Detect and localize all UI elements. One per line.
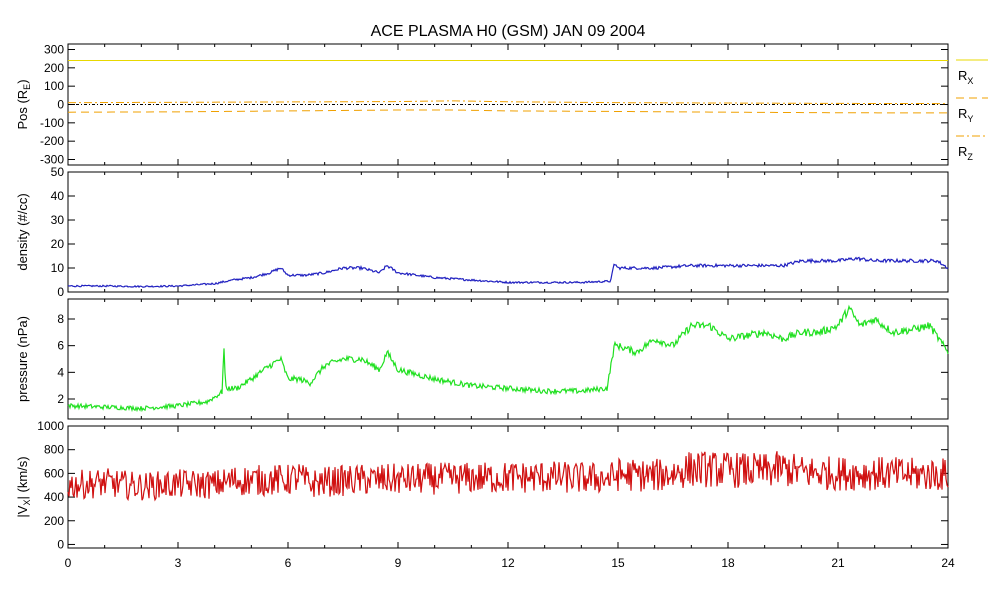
y-tick-label: 600 <box>44 466 64 480</box>
x-tick-label: 21 <box>831 556 845 570</box>
y-tick-label: 20 <box>51 237 65 251</box>
panel-vx: 0 200 400 600 800 1000 |VX| (km/s) <box>15 419 949 551</box>
x-tick-label: 18 <box>721 556 735 570</box>
y-tick-label: 40 <box>51 189 65 203</box>
panel-pressure: 2 4 6 8 pressure (nPa) <box>15 298 949 420</box>
y-tick-label: 0 <box>57 285 64 299</box>
series-density-line <box>67 256 949 289</box>
x-tick-label: 9 <box>395 556 402 570</box>
panel-pos: 300 200 100 0 -100 -200 -300 Pos (RE) <box>15 43 949 167</box>
y-tick-label: 300 <box>44 43 64 57</box>
y-tick-label: -300 <box>40 153 64 167</box>
y-tick-label: 8 <box>57 312 64 326</box>
x-tick-label: 15 <box>611 556 625 570</box>
panel-density: 0 10 20 30 40 50 density (#/cc) <box>15 165 949 299</box>
y-tick-label: 800 <box>44 443 64 457</box>
x-tick-label: 6 <box>285 556 292 570</box>
y-tick-label: 0 <box>57 98 64 112</box>
y-tick-label: 200 <box>44 514 64 528</box>
legend-label-0: RX <box>958 68 973 86</box>
pos-legend: RX RY RZ <box>956 59 988 162</box>
x-tick-label: 3 <box>175 556 182 570</box>
series-vx-line <box>67 451 949 502</box>
legend-label-1: RY <box>958 106 973 124</box>
x-tick-label: 24 <box>941 556 955 570</box>
series-rz-line <box>67 100 949 105</box>
y-tick-label: 50 <box>51 165 65 179</box>
panel-frame-density <box>67 171 949 293</box>
x-tick-label: 0 <box>65 556 72 570</box>
x-axis: 0 3 6 9 12 15 18 21 24 <box>65 556 955 570</box>
y-axis-label-density: density (#/cc) <box>15 193 30 270</box>
y-tick-label: -200 <box>40 134 64 148</box>
legend-label-2: RZ <box>958 144 973 162</box>
x-tick-label: 12 <box>501 556 515 570</box>
series-pressure-line <box>67 304 949 413</box>
y-tick-label: 200 <box>44 61 64 75</box>
y-tick-label: 2 <box>57 392 64 406</box>
y-tick-label: 4 <box>57 365 64 379</box>
y-axis-label-pos: Pos (RE) <box>15 79 32 129</box>
series-ry-line <box>67 109 949 114</box>
y-tick-label: 10 <box>51 261 65 275</box>
y-tick-label: 400 <box>44 490 64 504</box>
y-axis-label-vx: |VX| (km/s) <box>15 456 32 517</box>
y-tick-label: -100 <box>40 116 64 130</box>
y-axis-label-pressure: pressure (nPa) <box>15 316 30 402</box>
y-tick-label: 0 <box>57 537 64 551</box>
panel-frame-pressure <box>67 298 949 420</box>
y-tick-label: 1000 <box>37 419 64 433</box>
y-tick-label: 30 <box>51 213 65 227</box>
y-tick-label: 6 <box>57 339 64 353</box>
y-tick-label: 100 <box>44 79 64 93</box>
chart-title: ACE PLASMA H0 (GSM) JAN 09 2004 <box>371 23 646 40</box>
